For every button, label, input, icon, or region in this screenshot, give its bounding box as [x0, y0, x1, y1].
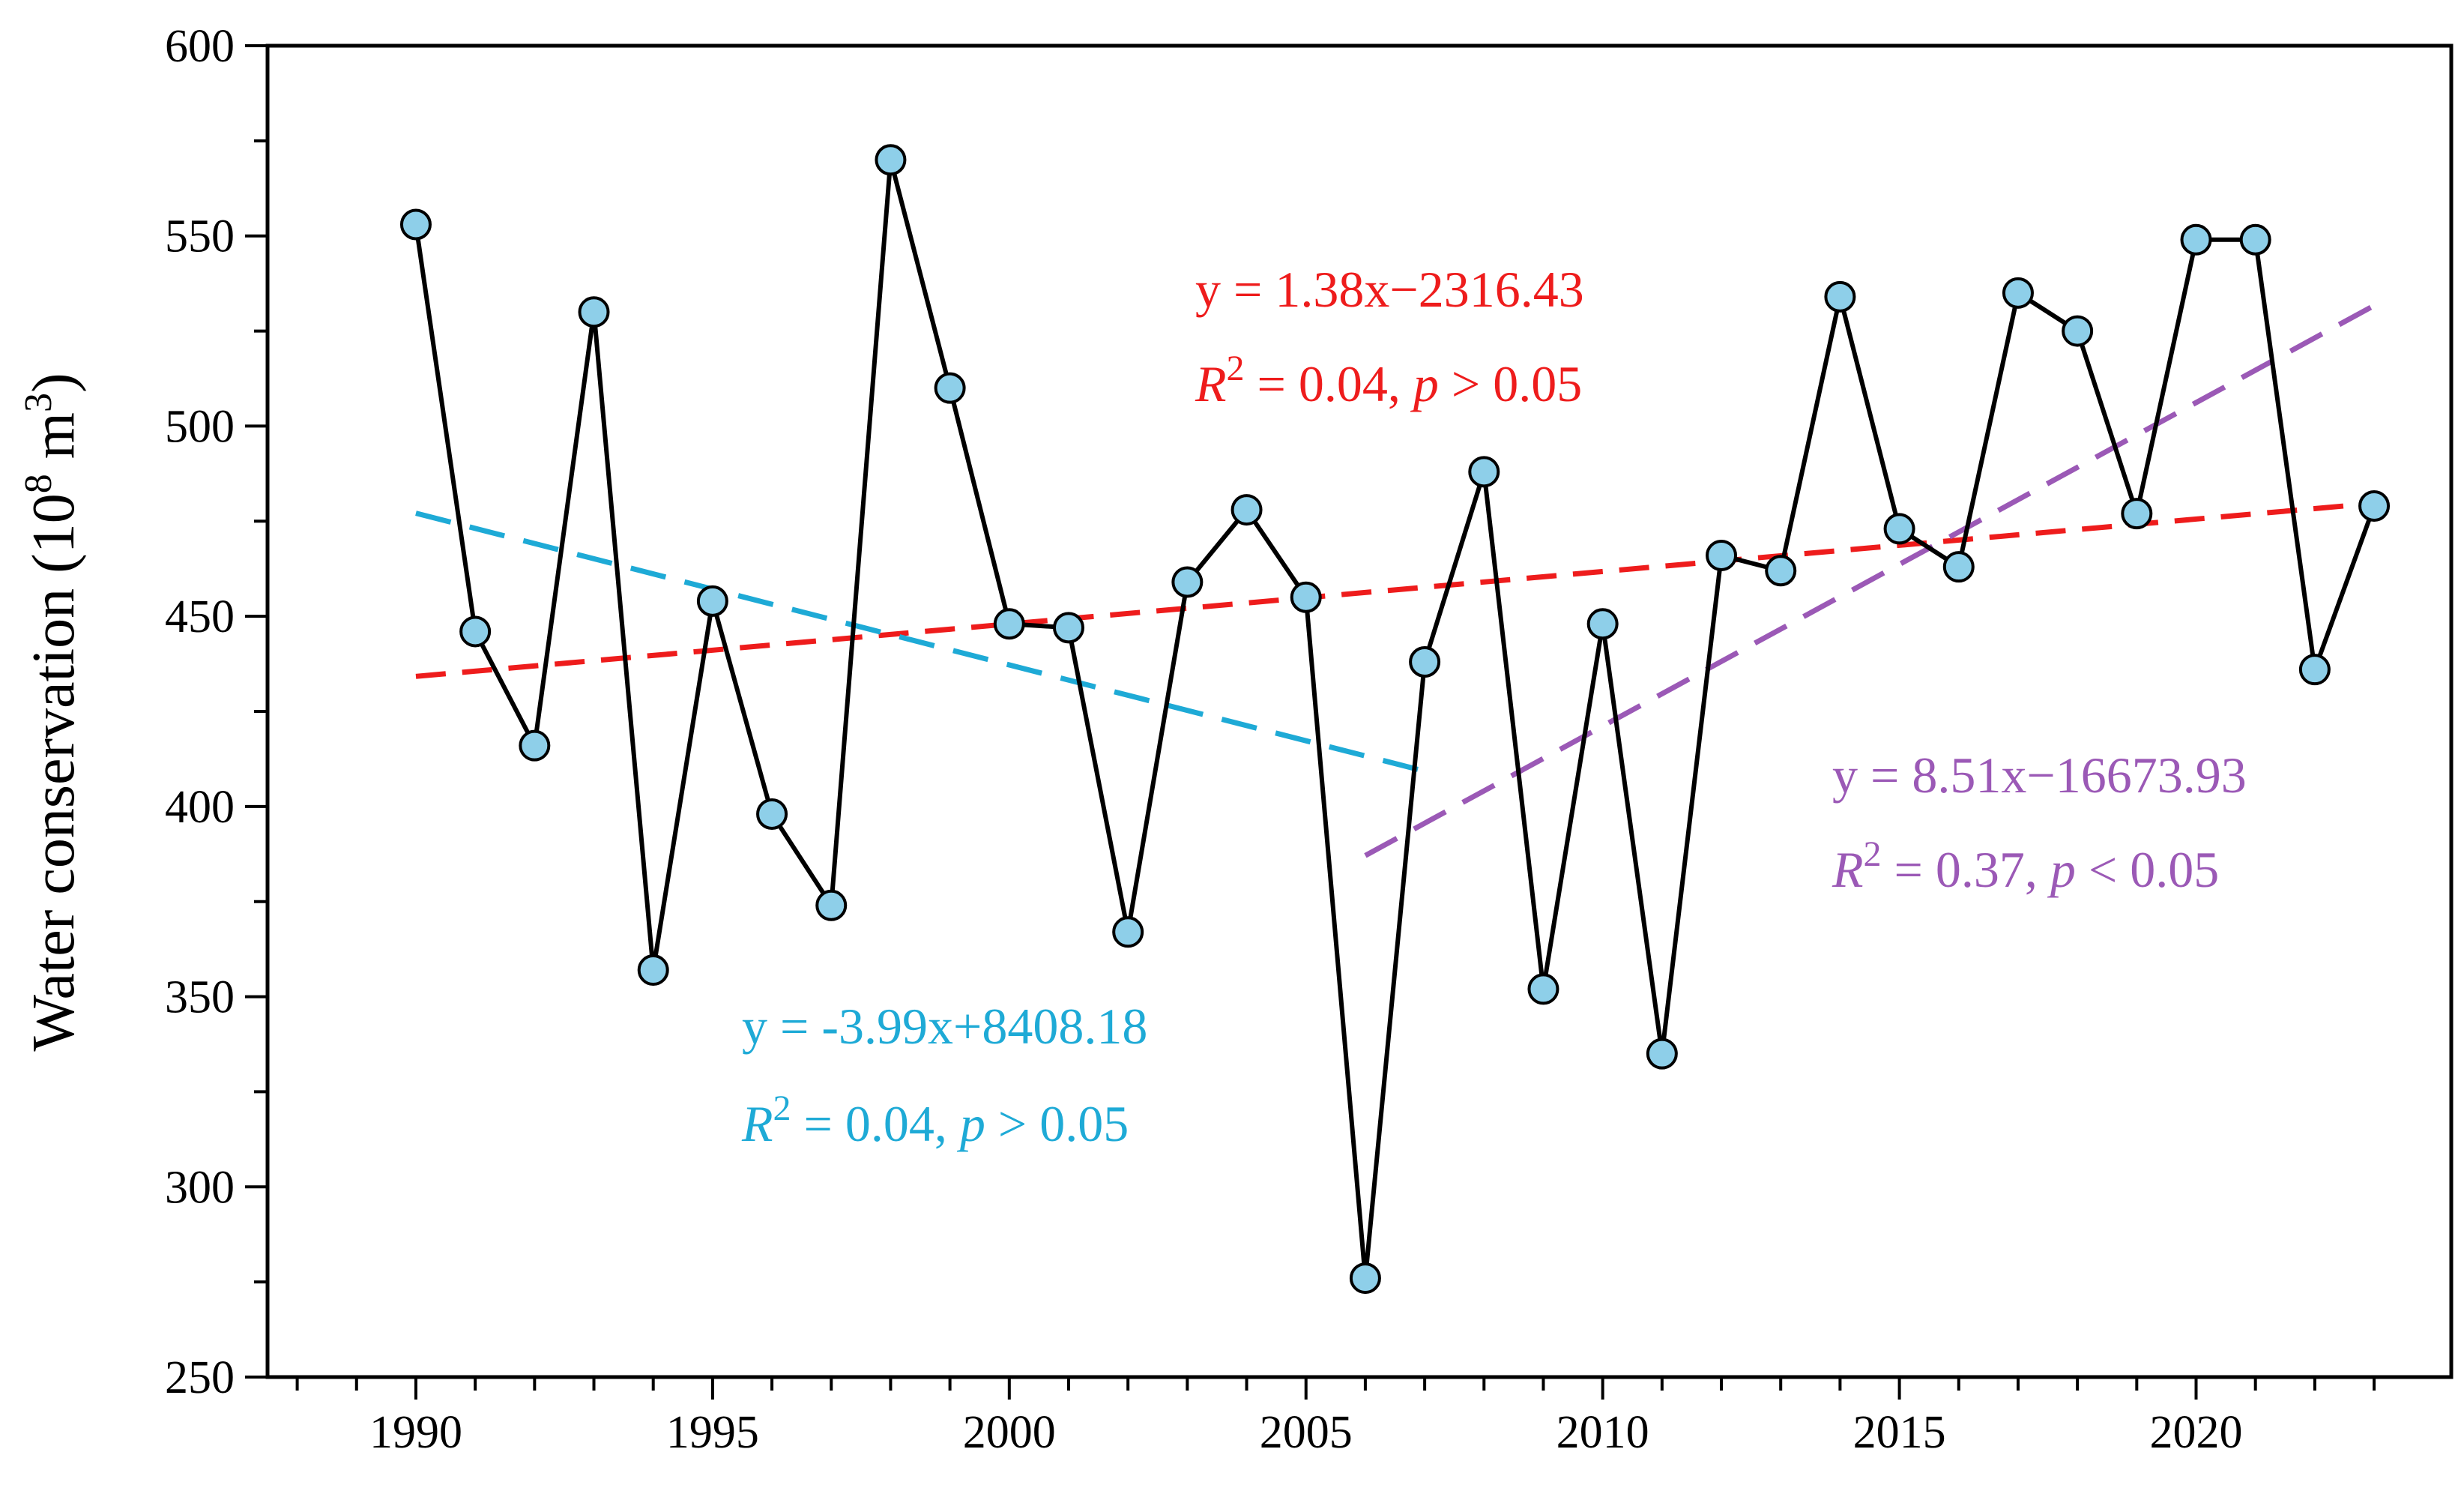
x-tick-label: 2000	[963, 1407, 1056, 1458]
data-point	[1586, 608, 1619, 640]
y-axis-title: Water conservation (108 m3)	[17, 373, 87, 1051]
data-point	[1349, 1262, 1381, 1295]
data-point	[1646, 1037, 1678, 1070]
y-tick-label: 350	[165, 972, 235, 1023]
data-point	[637, 954, 669, 987]
trend-late-stats: R2 = 0.37, p < 0.05	[1832, 834, 2219, 898]
y-tick-label: 500	[165, 401, 235, 452]
y-tick-label: 450	[165, 591, 235, 642]
series-layer	[399, 144, 2391, 1295]
y-tick-label: 550	[165, 211, 235, 262]
trend-early-equation: y = -3.99x+8408.18	[742, 998, 1147, 1055]
data-point	[1883, 513, 1915, 545]
data-point	[399, 208, 432, 241]
trend-line-2006-2023	[1364, 303, 2376, 858]
trend-line-overall	[415, 500, 2375, 679]
trend-late-equation: y = 8.51x−16673.93	[1832, 747, 2247, 804]
x-tick-label: 1995	[666, 1407, 759, 1458]
data-point	[519, 729, 551, 762]
trend-early-stats: R2 = 0.04, p > 0.05	[741, 1088, 1129, 1152]
data-point	[1409, 646, 1441, 678]
data-point	[578, 296, 610, 328]
data-point	[875, 144, 907, 176]
data-point	[2180, 223, 2212, 256]
data-point	[1171, 566, 1204, 598]
data-point	[2121, 498, 2153, 530]
data-point	[756, 798, 788, 831]
data-point	[2239, 223, 2271, 256]
data-point	[1468, 456, 1500, 488]
axis-layer: 1990 1995 2000 2005 2010 2015 2020 250 300 350 400…	[165, 21, 2376, 1458]
trend-line-1990-2007	[415, 510, 1425, 774]
y-tick-label: 300	[165, 1162, 235, 1213]
x-tick-label: 2020	[2150, 1407, 2243, 1458]
data-point	[1824, 280, 1856, 313]
x-tick-label: 2005	[1260, 1407, 1353, 1458]
data-point	[2062, 315, 2094, 347]
data-point	[2002, 277, 2034, 309]
data-point	[2298, 654, 2331, 686]
x-tick-label: 1990	[369, 1407, 462, 1458]
data-point	[1765, 555, 1797, 587]
y-tick-label: 400	[165, 782, 235, 833]
data-point	[993, 608, 1025, 640]
data-point	[1052, 612, 1084, 644]
trend-lines-layer	[415, 303, 2376, 858]
x-tick-label: 2010	[1556, 1407, 1649, 1458]
data-point	[1112, 916, 1144, 948]
trend-overall-equation: y = 1.38x−2316.43	[1195, 261, 1584, 318]
data-point	[1706, 539, 1738, 571]
trend-overall-stats: R2 = 0.04, p > 0.05	[1195, 349, 1582, 412]
data-point	[1527, 973, 1559, 1005]
plot-frame	[265, 43, 2454, 1379]
data-point	[1290, 581, 1322, 613]
data-point	[934, 372, 966, 404]
data-point	[696, 585, 728, 617]
data-point	[1231, 494, 1263, 526]
data-point	[1942, 551, 1975, 583]
series-line	[413, 157, 2376, 1281]
x-tick-label: 2015	[1853, 1407, 1946, 1458]
y-tick-label: 250	[165, 1352, 235, 1403]
data-point	[459, 615, 492, 648]
data-point	[815, 889, 848, 921]
data-point	[2358, 490, 2391, 522]
y-tick-label: 600	[165, 21, 235, 72]
